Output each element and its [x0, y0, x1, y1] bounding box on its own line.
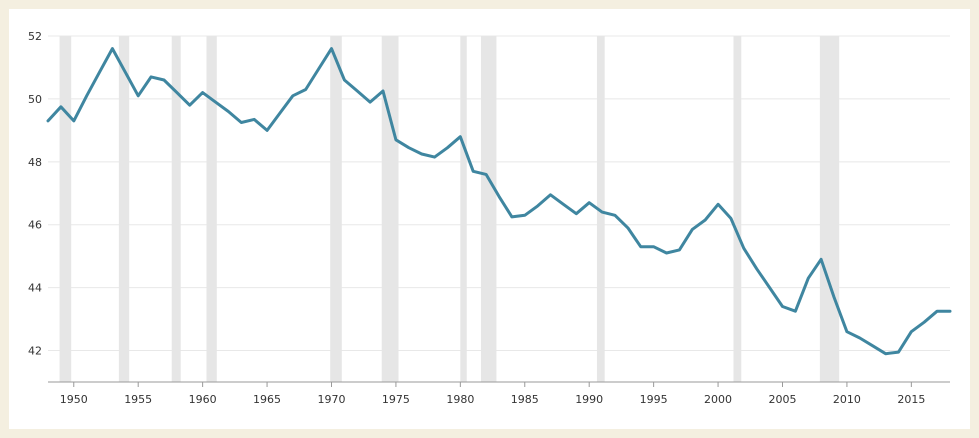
y-tick-label: 46 [28, 219, 42, 232]
recession-band [59, 36, 72, 382]
x-tick-label: 2000 [704, 393, 732, 406]
x-tick-label: 1955 [124, 393, 152, 406]
x-tick-label: 1965 [253, 393, 281, 406]
x-tick-label: 2015 [897, 393, 925, 406]
x-tick-label: 1970 [317, 393, 345, 406]
recession-band [819, 36, 840, 382]
recession-band [206, 36, 217, 382]
recession-band [171, 36, 181, 382]
x-tick-label: 1995 [640, 393, 668, 406]
y-tick-label: 48 [28, 156, 42, 169]
y-tick-label: 52 [28, 30, 42, 43]
recession-band [733, 36, 742, 382]
y-tick-label: 42 [28, 345, 42, 358]
x-tick-label: 2010 [833, 393, 861, 406]
recession-band [480, 36, 497, 382]
recession-band [330, 36, 342, 382]
x-tick-label: 1950 [60, 393, 88, 406]
x-tick-label: 2005 [768, 393, 796, 406]
recession-band [460, 36, 467, 382]
y-tick-label: 44 [28, 282, 42, 295]
x-tick-label: 1990 [575, 393, 603, 406]
recession-band [118, 36, 130, 382]
x-tick-label: 1980 [446, 393, 474, 406]
x-tick-label: 1985 [511, 393, 539, 406]
recession-band [381, 36, 399, 382]
series-line [46, 47, 952, 356]
recession-band [596, 36, 605, 382]
x-tick-label: 1975 [382, 393, 410, 406]
x-tick-label: 1960 [189, 393, 217, 406]
y-tick-label: 50 [28, 93, 42, 106]
